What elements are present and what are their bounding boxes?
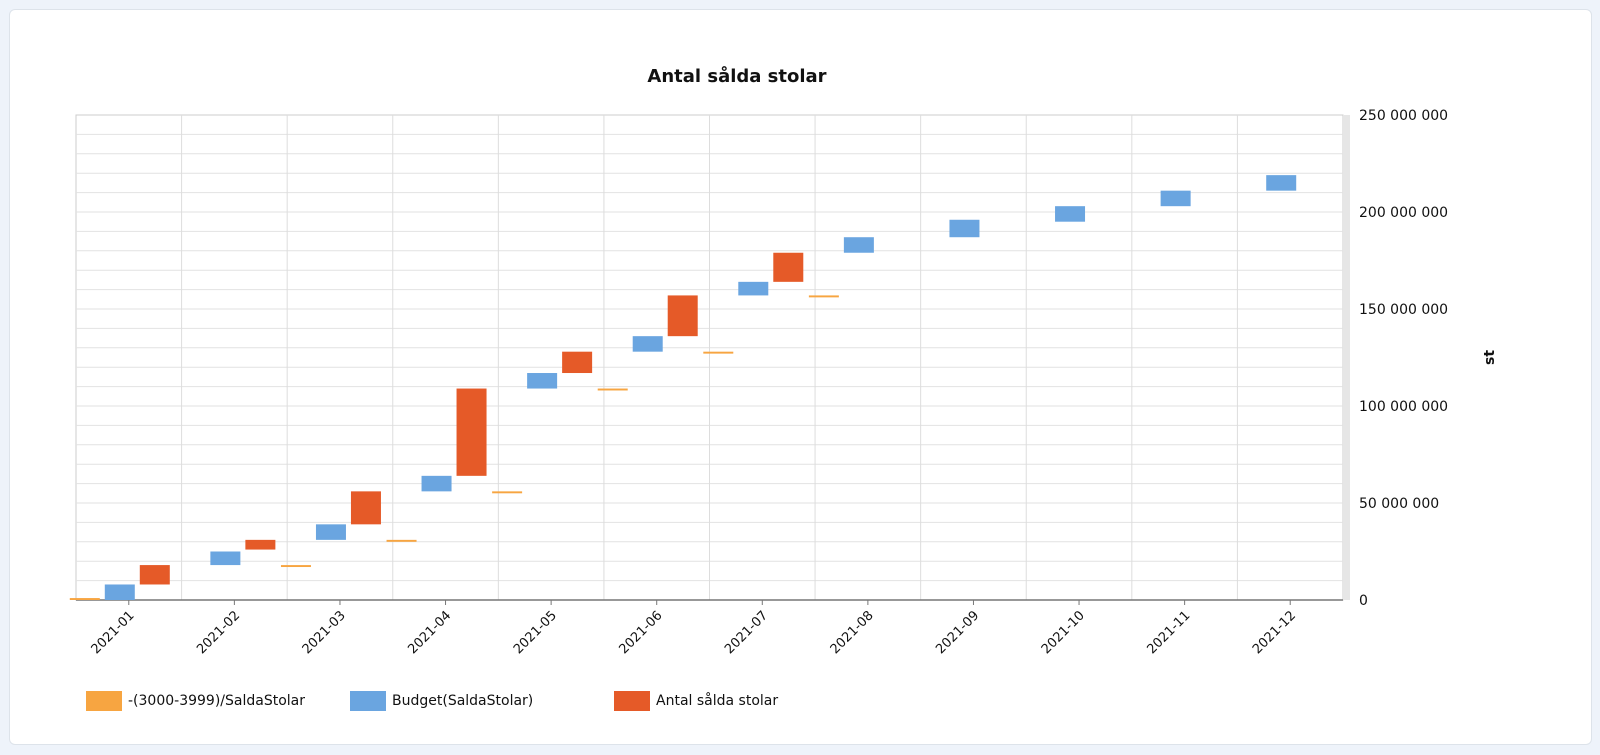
bar-2-2021-04 [421, 475, 452, 492]
legend-label-series-1: -(3000-3999)/SaldaStolar [128, 693, 305, 709]
x-tick-label: 2021-02 [194, 608, 243, 657]
legend-item-series-2[interactable]: Budget(SaldaStolar) [350, 690, 533, 712]
bar-2-2021-07 [738, 281, 769, 296]
bar-1-2021-01 [69, 598, 100, 600]
bar-2-2021-10 [1055, 206, 1086, 222]
x-tick-label: 2021-03 [300, 608, 349, 657]
waterfall-chart: 250 000 000 200 000 000 150 000 000 100 000… [69, 108, 1498, 657]
plot-scroll-strip [1343, 115, 1350, 600]
bar-2-2021-09 [949, 219, 980, 238]
chart-title: Antal sålda stolar [647, 66, 827, 87]
bar-2-2021-05 [527, 373, 558, 389]
bar-3-2021-06 [667, 295, 698, 337]
y-tick-label: 50 000 000 [1359, 496, 1439, 512]
bar-2-2021-03 [315, 524, 346, 540]
bar-1-2021-06 [597, 388, 628, 391]
bar-3-2021-05 [562, 351, 593, 374]
legend-item-series-3[interactable]: Antal sålda stolar [614, 690, 778, 712]
y-tick-label: 100 000 000 [1359, 399, 1448, 415]
y-tick-label: 200 000 000 [1359, 205, 1448, 221]
y-tick-label: 0 [1359, 593, 1368, 609]
legend-swatch-series-3 [614, 691, 650, 711]
bar-2-2021-02 [210, 551, 241, 566]
legend-item-series-1[interactable]: -(3000-3999)/SaldaStolar [86, 690, 305, 712]
x-tick-label: 2021-09 [933, 608, 982, 657]
x-tick-label: 2021-10 [1039, 608, 1088, 657]
y-tick-label: 150 000 000 [1359, 302, 1448, 318]
y-tick-label: 250 000 000 [1359, 108, 1448, 124]
bar-2-2021-08 [843, 237, 874, 253]
y-axis-label: st [1482, 350, 1498, 365]
x-tick-label: 2021-11 [1144, 608, 1193, 657]
bar-1-2021-04 [386, 539, 417, 542]
bar-2-2021-11 [1160, 190, 1191, 207]
legend-label-series-2: Budget(SaldaStolar) [392, 693, 534, 709]
x-tick-label: 2021-06 [617, 608, 666, 657]
x-tick-label: 2021-07 [722, 608, 771, 657]
legend-swatch-series-2 [350, 691, 386, 711]
legend: -(3000-3999)/SaldaStolar Budget(SaldaSto… [86, 690, 1086, 712]
bar-3-2021-07 [773, 252, 804, 282]
chart-card: Antal sålda stolar 250 000 000 200 000 00… [9, 9, 1592, 745]
bar-1-2021-07 [703, 351, 734, 354]
bar-3-2021-02 [245, 539, 276, 550]
legend-label-series-3: Antal sålda stolar [656, 693, 779, 709]
bar-1-2021-03 [280, 565, 311, 568]
x-tick-label: 2021-12 [1250, 608, 1299, 657]
bar-1-2021-08 [808, 295, 839, 298]
x-tick-label: 2021-01 [89, 608, 138, 657]
bar-3-2021-01 [139, 565, 170, 585]
x-tick-label: 2021-05 [511, 608, 560, 657]
legend-swatch-series-1 [86, 691, 122, 711]
x-tick-label: 2021-04 [405, 608, 454, 657]
bar-1-2021-05 [492, 491, 523, 494]
x-tick-label: 2021-08 [828, 608, 877, 657]
bar-3-2021-04 [456, 388, 487, 476]
bar-3-2021-03 [350, 491, 381, 525]
bar-2-2021-12 [1266, 175, 1297, 191]
bar-2-2021-01 [104, 584, 135, 600]
bar-2-2021-06 [632, 336, 663, 352]
